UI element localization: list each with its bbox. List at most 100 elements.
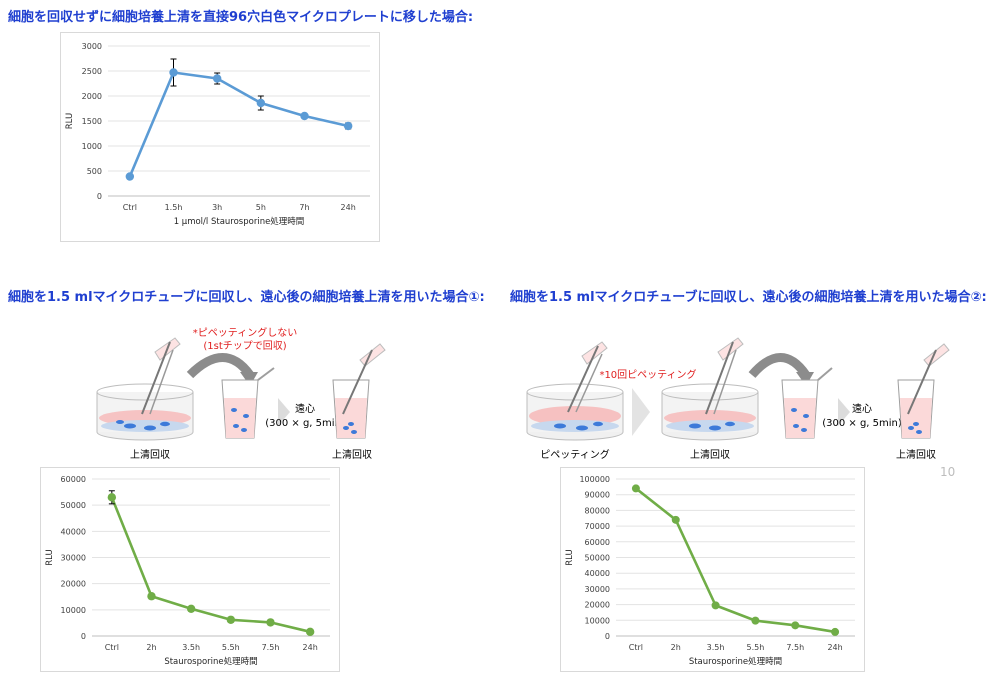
data-point (305, 627, 315, 637)
y-tick-label: 1500 (82, 117, 102, 126)
x-tick-label: 24h (827, 643, 842, 652)
data-point (711, 601, 720, 610)
note-no-pipetting: *ピペッティングしない (193, 326, 297, 339)
culture-dish-icon (661, 337, 759, 441)
y-axis-label: RLU (565, 549, 575, 565)
data-point (256, 98, 266, 108)
x-tick-label: 5h (256, 203, 266, 212)
chart-frame (560, 467, 865, 672)
x-tick-label: 5.5h (222, 643, 240, 652)
y-tick-label: 2000 (82, 92, 102, 101)
tube-icon (221, 367, 275, 439)
note-ten-pipetting: *10回ピペッティング (599, 368, 696, 381)
y-tick-label: 40000 (585, 569, 610, 578)
chart-frame (40, 467, 340, 672)
note-first-tip: (1stチップで回収) (203, 340, 286, 352)
centrifuge-label: 遠心 (852, 402, 872, 415)
transfer-arrow-icon (748, 353, 814, 386)
x-tick-label: 7.5h (262, 643, 280, 652)
procedure-diagram-method1: *ピペッティングしない (1stチップで回収) 遠心 (300 × g, 5mi… (60, 320, 500, 469)
y-tick-label: 20000 (585, 601, 610, 610)
x-tick-label: 7h (299, 203, 309, 212)
x-tick-label: 24h (341, 203, 356, 212)
y-tick-label: 10000 (585, 616, 610, 625)
y-tick-label: 90000 (585, 491, 610, 500)
series-line (128, 71, 349, 178)
x-tick-label: Ctrl (123, 203, 137, 212)
y-tick-label: 2500 (82, 67, 102, 76)
y-tick-label: 30000 (585, 585, 610, 594)
chevron-right-icon (838, 398, 850, 426)
y-tick-label: 20000 (61, 580, 86, 589)
y-tick-label: 80000 (585, 506, 610, 515)
label-tube-supernatant: 上清回収 (332, 448, 372, 461)
chevron-right-icon (632, 388, 650, 436)
heading-bottom-right: 細胞を1.5 mlマイクロチューブに回収し、遠心後の細胞培養上清を用いた場合②: (510, 290, 987, 305)
label-tube-supernatant: 上清回収 (896, 448, 936, 461)
y-tick-label: 500 (87, 167, 102, 176)
x-tick-label: Ctrl (629, 643, 643, 652)
data-point (147, 592, 156, 601)
y-tick-label: 60000 (585, 538, 610, 547)
x-tick-label: 3h (212, 203, 222, 212)
centrifuge-conditions: (300 × g, 5min) (265, 418, 345, 429)
x-tick-label: 1.5h (165, 203, 183, 212)
data-point (186, 604, 196, 613)
page-number: 10 (940, 465, 956, 479)
x-axis-label: Staurosporine処理時間 (164, 656, 257, 667)
data-point (226, 615, 236, 624)
y-tick-label: 0 (605, 632, 610, 641)
y-tick-label: 30000 (61, 554, 86, 563)
tube-icon (781, 367, 833, 439)
data-point (791, 621, 800, 630)
chart-frame (60, 32, 380, 242)
x-tick-label: 7.5h (786, 643, 804, 652)
y-tick-label: 3000 (82, 42, 102, 51)
chart-rlu-direct: 0 500 1000 1500 2000 2500 3000 Ctrl 1.5h 3h 5h 7h 24… (60, 32, 380, 242)
tube-supernatant-icon (332, 343, 386, 439)
y-tick-label: 0 (97, 192, 102, 201)
data-point (671, 515, 680, 524)
centrifuge-conditions: (300 × g, 5min) (822, 418, 902, 429)
data-point (107, 493, 117, 502)
chevron-right-icon (278, 398, 290, 426)
y-axis-label: RLU (65, 113, 75, 129)
data-point (125, 172, 135, 181)
data-point (831, 627, 840, 636)
label-dish-supernatant: 上清回収 (130, 448, 170, 461)
y-tick-label: 50000 (585, 554, 610, 563)
y-tick-label: 10000 (61, 606, 86, 615)
culture-dish-icon (526, 341, 624, 441)
x-tick-label: 2h (146, 643, 156, 652)
chart-rlu-method2: 0 10000 20000 30000 40000 50000 60000 70000 8000… (560, 467, 865, 672)
series-line (635, 487, 836, 634)
x-tick-label: 2h (671, 643, 681, 652)
y-tick-label: 0 (81, 632, 86, 641)
x-axis-label: Staurosporine処理時間 (689, 656, 782, 667)
x-tick-label: 24h (303, 643, 318, 652)
x-axis-label: 1 μmol/l Staurosporine処理時間 (174, 216, 305, 227)
data-point (751, 616, 760, 625)
data-point (343, 121, 353, 131)
culture-dish-icon (96, 383, 194, 441)
data-point (169, 68, 178, 77)
x-tick-label: 3.5h (182, 643, 200, 652)
x-tick-label: 3.5h (707, 643, 725, 652)
y-axis-label: RLU (45, 549, 55, 565)
y-tick-label: 50000 (61, 501, 86, 510)
transfer-arrow-icon (186, 353, 258, 386)
data-point (631, 484, 640, 493)
x-tick-label: Ctrl (105, 643, 119, 652)
y-tick-label: 1000 (82, 142, 102, 151)
procedure-diagram-method2: *10回ピペッティング (520, 320, 960, 469)
data-point (212, 74, 222, 83)
chart-rlu-method1: 0 10000 20000 30000 40000 50000 60000 Ctrl 2h 3.5… (40, 467, 340, 672)
centrifuge-label: 遠心 (295, 402, 315, 415)
label-pipetting: ピペッティング (540, 448, 609, 461)
heading-top: 細胞を回収せずに細胞培養上清を直接96穴白色マイクロプレートに移した場合: (8, 10, 474, 25)
y-tick-label: 60000 (61, 475, 86, 484)
tube-supernatant-icon (897, 343, 950, 439)
y-tick-label: 100000 (579, 475, 610, 484)
pipette-tip-icon (141, 337, 181, 415)
label-dish-supernatant: 上清回収 (690, 448, 730, 461)
